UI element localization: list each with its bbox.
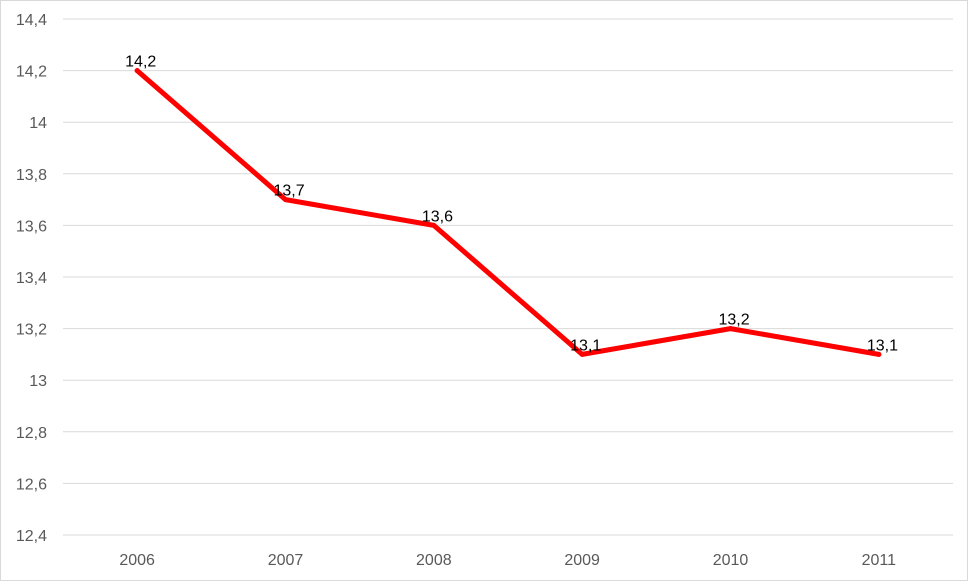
y-tick-label: 12,4 [16,528,47,545]
data-point [283,197,288,203]
y-tick-label: 13,6 [16,218,47,235]
data-point [579,351,585,357]
y-tick-label: 13,2 [16,322,47,339]
data-label: 13,1 [570,337,601,354]
y-tick-label: 14,4 [16,12,47,29]
data-point [876,351,882,357]
y-tick-label: 14,2 [16,64,47,81]
data-point [431,222,437,228]
data-label: 13,1 [867,337,898,354]
y-tick-label: 12,8 [16,425,47,442]
x-tick-label: 2011 [862,552,897,569]
y-tick-label: 14 [29,115,47,132]
series-line [134,68,882,357]
data-point [134,68,140,74]
y-tick-label: 13,8 [16,167,47,184]
y-tick-label: 12,6 [16,476,47,493]
y-tick-label: 13,4 [16,270,47,287]
x-tick-label: 2010 [713,552,749,569]
x-tick-label: 2009 [564,552,600,569]
y-tick-label: 13 [29,373,47,390]
data-label: 14,2 [125,54,156,71]
data-point [728,326,733,332]
data-label: 13,2 [719,312,750,329]
x-tick-label: 2006 [119,552,155,569]
x-tick-label: 2007 [268,552,304,569]
x-tick-label: 2008 [416,552,452,569]
data-label: 13,6 [422,208,453,225]
data-label: 13,7 [274,183,305,200]
